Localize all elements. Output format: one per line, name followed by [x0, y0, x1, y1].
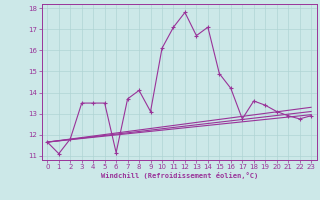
X-axis label: Windchill (Refroidissement éolien,°C): Windchill (Refroidissement éolien,°C)	[100, 172, 258, 179]
